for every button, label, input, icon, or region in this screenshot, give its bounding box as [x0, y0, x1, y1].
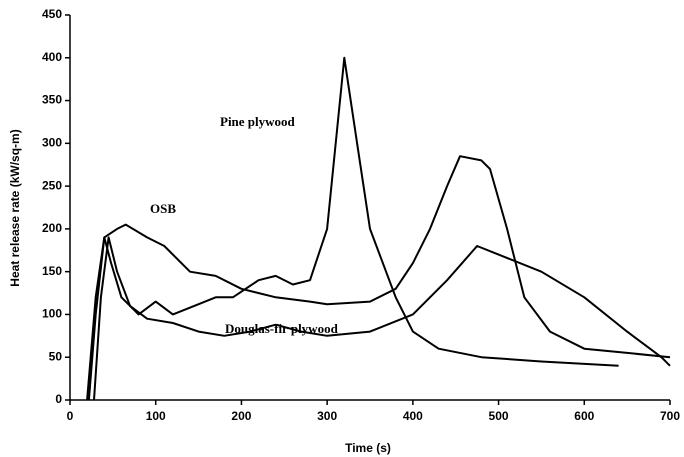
y-tick-label: 150 — [42, 264, 62, 278]
y-tick-label: 300 — [42, 136, 62, 150]
y-axis-label: Heat release rate (kW/sq-m) — [8, 129, 22, 286]
y-tick-label: 450 — [42, 7, 62, 21]
x-tick-label: 300 — [317, 409, 337, 423]
x-tick-label: 700 — [660, 409, 680, 423]
series-annotation: OSB — [150, 201, 176, 216]
y-tick-label: 350 — [42, 93, 62, 107]
y-tick-label: 250 — [42, 178, 62, 192]
series-annotation: Pine plywood — [220, 114, 296, 129]
y-tick-label: 100 — [42, 307, 62, 321]
x-tick-label: 600 — [574, 409, 594, 423]
y-tick-label: 400 — [42, 50, 62, 64]
x-tick-label: 100 — [146, 409, 166, 423]
series-line — [86, 56, 619, 401]
x-axis-label: Time (s) — [345, 441, 391, 455]
x-tick-label: 500 — [489, 409, 509, 423]
x-tick-label: 0 — [67, 409, 74, 423]
y-tick-label: 50 — [49, 349, 63, 363]
x-tick-label: 200 — [231, 409, 251, 423]
y-tick-label: 200 — [42, 221, 62, 235]
series-annotation: Douglas-fir plywood — [225, 321, 339, 336]
x-tick-label: 400 — [403, 409, 423, 423]
series-line — [93, 236, 671, 401]
y-tick-label: 0 — [55, 392, 62, 406]
series-line — [87, 155, 671, 401]
